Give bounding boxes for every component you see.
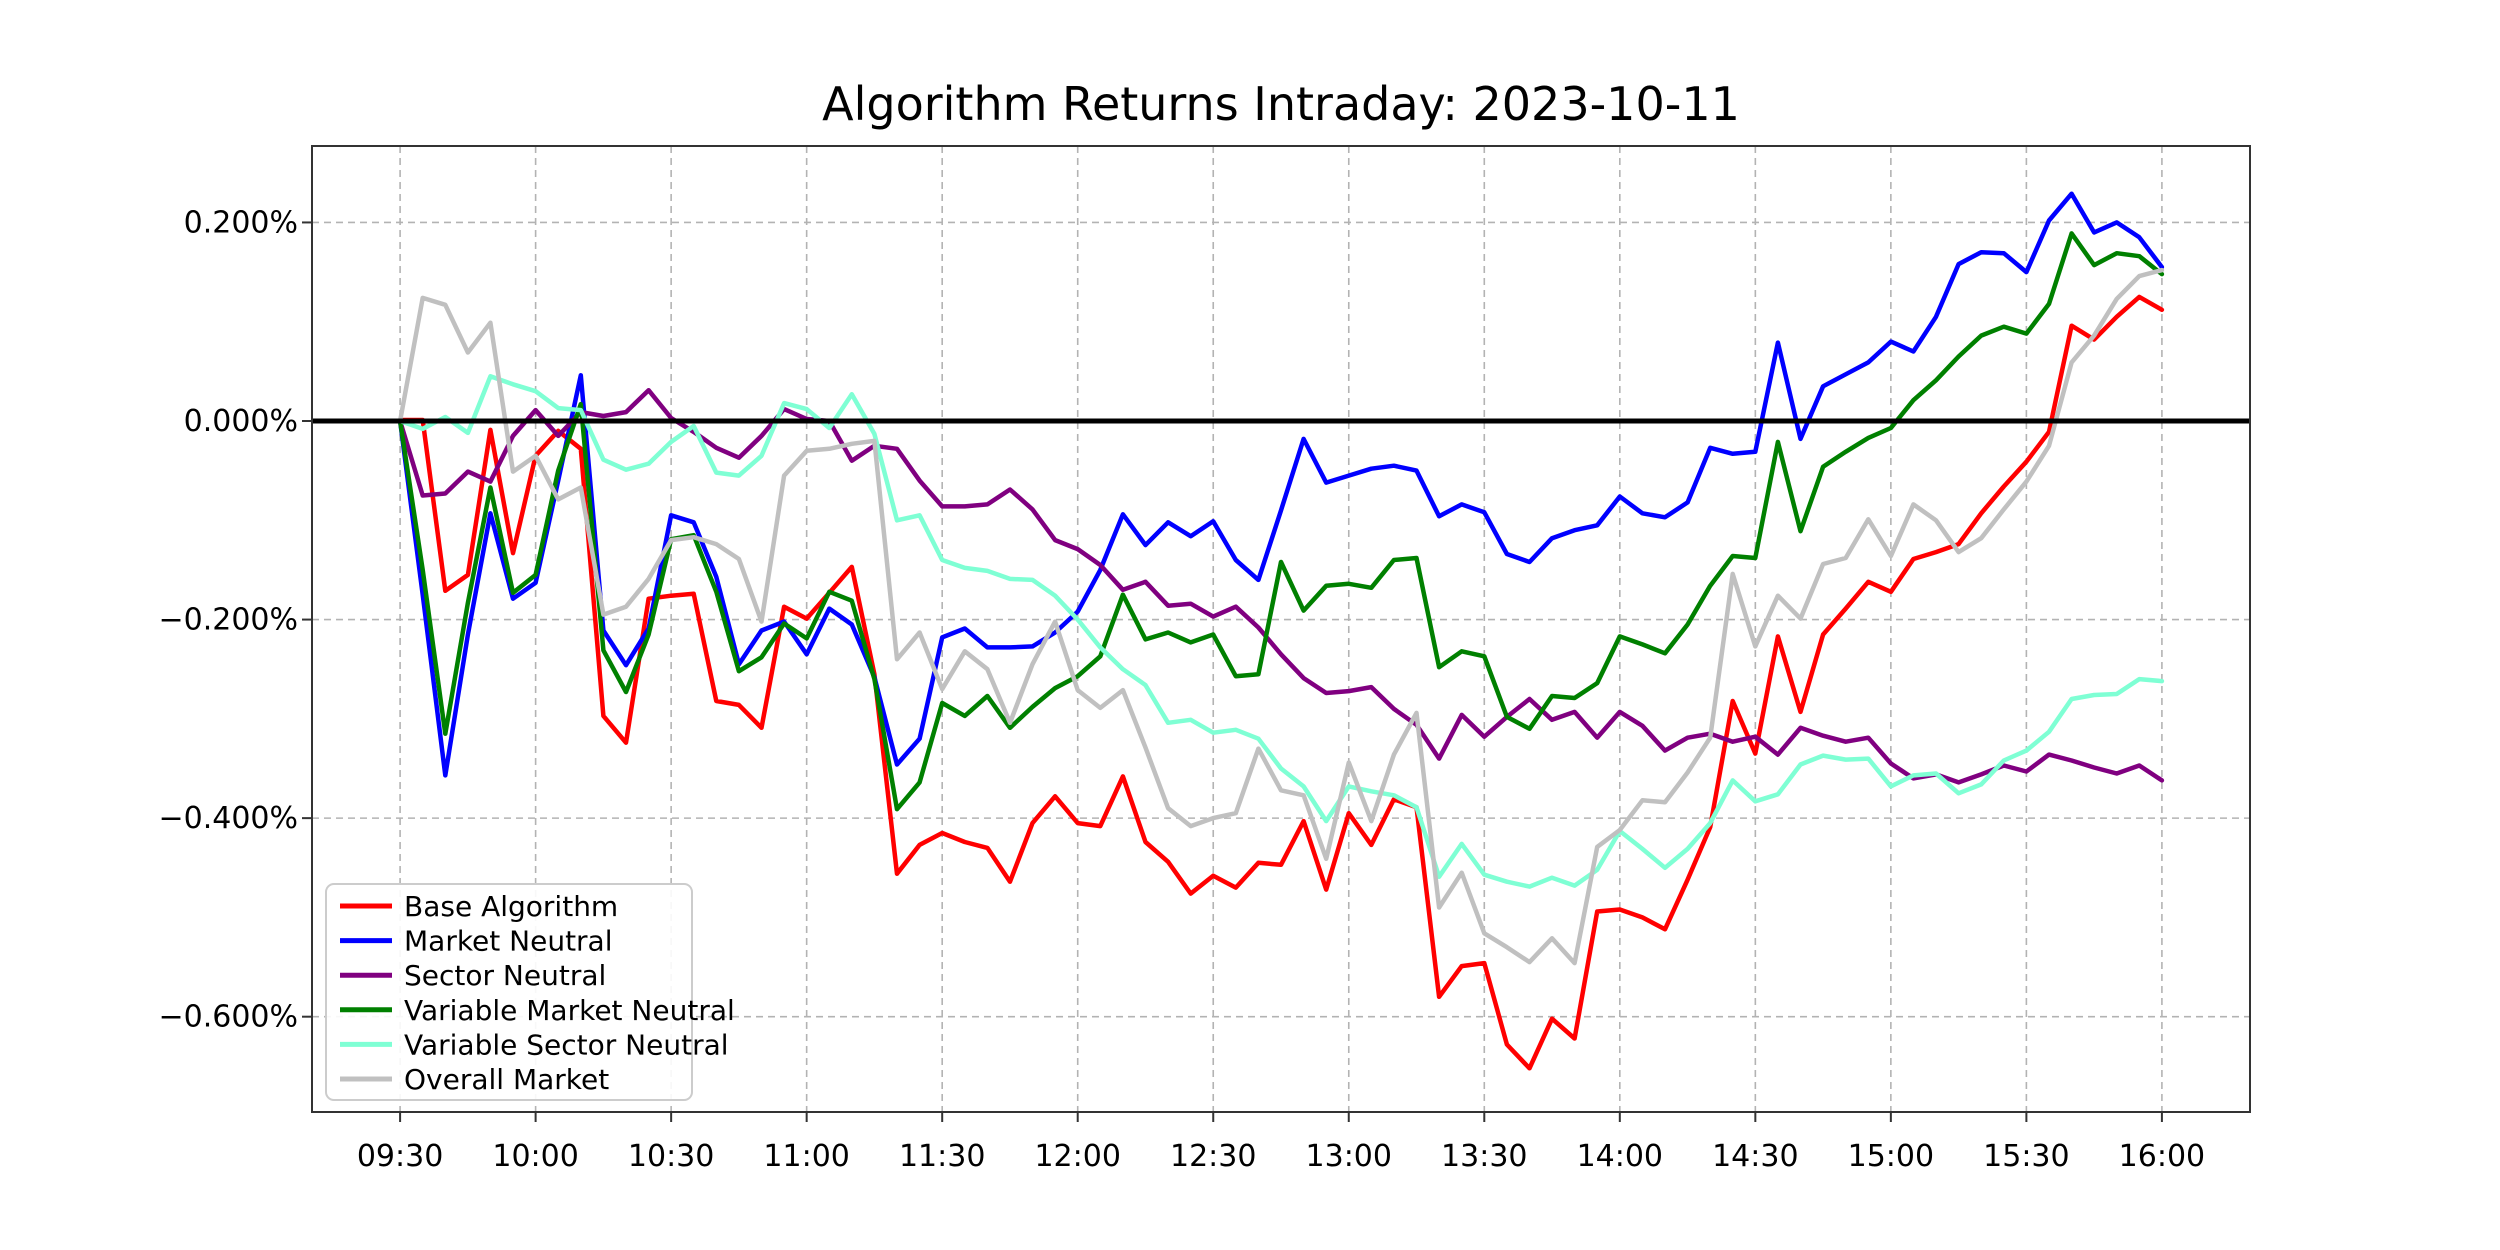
- x-tick-label: 11:30: [899, 1139, 985, 1174]
- legend-label: Market Neutral: [404, 925, 613, 958]
- axes-spines: [311, 145, 2251, 1113]
- legend-item: Variable Sector Neutral: [340, 1028, 729, 1061]
- legend-item: Variable Market Neutral: [340, 994, 735, 1027]
- x-tick-label: 11:00: [763, 1139, 849, 1174]
- y-tick-label: −0.600%: [158, 1000, 298, 1035]
- legend-item: Overall Market: [340, 1063, 609, 1096]
- legend-label: Variable Market Neutral: [404, 994, 735, 1027]
- legend-item: Sector Neutral: [340, 959, 606, 992]
- legend-label: Overall Market: [404, 1063, 609, 1096]
- series-line-sector-neutral: [397, 387, 2165, 785]
- legend-item: Base Algorithm: [340, 890, 618, 923]
- x-tick-label: 13:30: [1441, 1139, 1527, 1174]
- y-tick-label: −0.200%: [158, 603, 298, 638]
- series-lines: [397, 191, 2165, 1071]
- legend-label: Base Algorithm: [404, 890, 618, 923]
- x-tick-label: 15:00: [1848, 1139, 1934, 1174]
- plot-border: [311, 145, 2251, 1113]
- x-tick-label: 13:00: [1306, 1139, 1392, 1174]
- series-line-base-algorithm: [397, 294, 2165, 1071]
- x-tick-label: 12:00: [1034, 1139, 1120, 1174]
- legend-label: Variable Sector Neutral: [404, 1028, 729, 1061]
- gridlines: [312, 146, 2250, 1112]
- legend-item: Market Neutral: [340, 925, 613, 958]
- y-tick-label: 0.000%: [184, 404, 298, 439]
- legend-label: Sector Neutral: [404, 959, 606, 992]
- legend-box: [325, 883, 693, 1101]
- y-tick-label: 0.200%: [184, 205, 298, 240]
- x-tick-label: 10:30: [628, 1139, 714, 1174]
- x-tick-label: 14:30: [1712, 1139, 1798, 1174]
- x-tick-label: 10:00: [492, 1139, 578, 1174]
- chart-title: Algorithm Returns Intraday: 2023-10-11: [822, 77, 1740, 131]
- y-axis-ticks: 0.200% 0.000% −0.200% −0.400% −0.600%: [158, 205, 312, 1035]
- x-tick-label: 12:30: [1170, 1139, 1256, 1174]
- x-tick-label: 09:30: [357, 1139, 443, 1174]
- series-line-overall-market: [397, 267, 2165, 966]
- x-axis-ticks: 09:30 10:00 10:30 11:00 11:30 12:00 12:30 13:00…: [357, 1112, 2205, 1174]
- series-line-market-neutral: [397, 191, 2165, 778]
- y-tick-label: −0.400%: [158, 801, 298, 836]
- series-line-variable-sector-neutral: [397, 374, 2165, 889]
- x-tick-label: 16:00: [2119, 1139, 2205, 1174]
- series-line-variable-market-neutral: [397, 231, 2165, 812]
- x-tick-label: 14:00: [1577, 1139, 1663, 1174]
- x-tick-label: 15:30: [1983, 1139, 2069, 1174]
